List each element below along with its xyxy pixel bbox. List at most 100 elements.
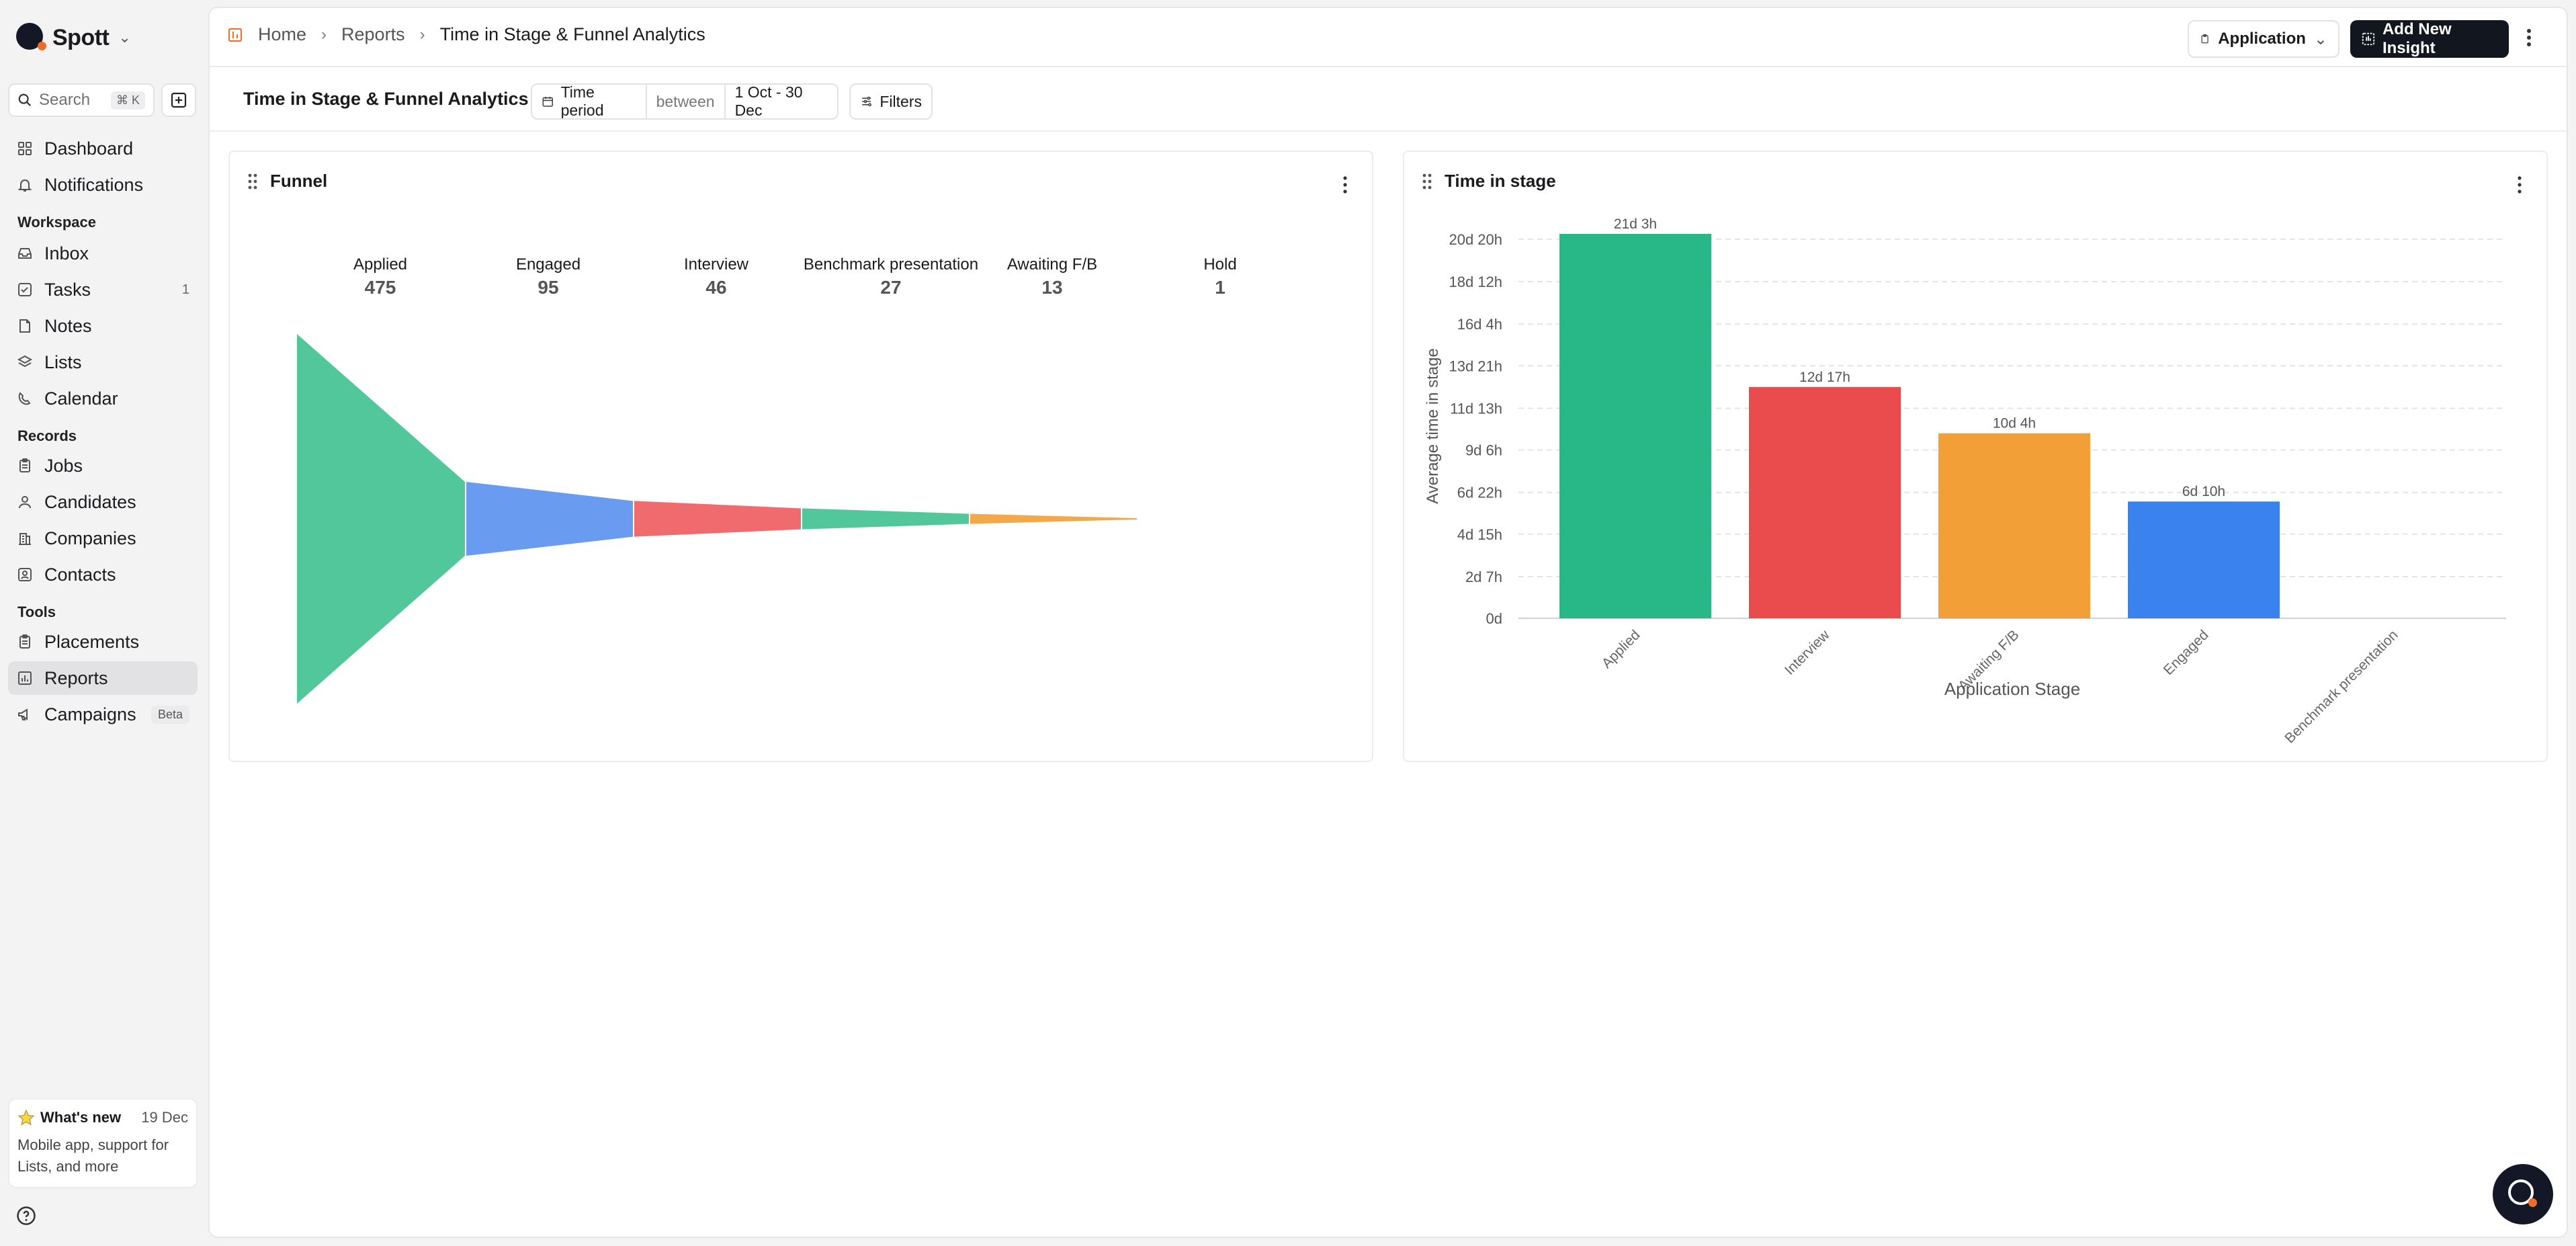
more-options-icon[interactable]	[2526, 28, 2532, 52]
stage-count: 27	[880, 277, 902, 298]
new-item-button[interactable]	[161, 83, 196, 117]
bar[interactable]	[1938, 433, 2090, 618]
sidebar-item-label: Placements	[44, 631, 140, 652]
support-chat-button[interactable]	[2493, 1164, 2553, 1224]
note-icon	[16, 317, 34, 335]
section-records: Records	[17, 427, 77, 444]
add-new-insight-button[interactable]: Add New Insight	[2350, 20, 2509, 58]
sidebar-item-candidates[interactable]: Candidates	[8, 485, 198, 519]
bar-value-label: 10d 4h	[1993, 416, 2036, 431]
plus-square-icon	[171, 92, 187, 108]
report-toolbar: Time in Stage & Funnel Analytics Time pe…	[210, 67, 2567, 132]
funnel-segment[interactable]	[634, 501, 801, 537]
search-input[interactable]: Search ⌘ K	[8, 83, 155, 117]
time-range[interactable]: 1 Oct - 30 Dec	[734, 83, 803, 119]
funnel-title: Funnel	[270, 171, 328, 191]
whats-new-date: 19 Dec	[141, 1109, 188, 1126]
funnel-card: Funnel Applied 475 Engaged 95 Interview 46 …	[228, 151, 1373, 762]
inbox-icon	[16, 245, 34, 262]
report-icon	[228, 28, 242, 42]
search-shortcut: ⌘ K	[110, 91, 145, 110]
stage-count: 1	[1215, 277, 1226, 298]
filters-button[interactable]: Filters	[849, 83, 933, 120]
sidebar-item-campaigns[interactable]: Campaigns Beta	[8, 698, 198, 731]
stage-count: 46	[705, 277, 727, 298]
funnel-segment[interactable]	[802, 508, 969, 530]
person-icon	[16, 493, 34, 511]
funnel-stage-label: Applied 475	[300, 255, 461, 298]
page-title: Time in Stage & Funnel Analytics	[243, 89, 529, 109]
sidebar-item-companies[interactable]: Companies	[8, 522, 198, 555]
time-operator[interactable]: between	[647, 85, 726, 118]
calendar-icon	[542, 97, 554, 107]
bar[interactable]	[1559, 234, 1711, 618]
y-tick-label: 13d 21h	[1449, 358, 1502, 374]
sidebar-item-calendar[interactable]: Calendar	[8, 382, 198, 415]
bar-chart-icon	[16, 669, 34, 687]
sidebar-item-label: Candidates	[44, 491, 136, 512]
funnel-segment[interactable]	[297, 334, 465, 704]
help-icon[interactable]	[16, 1206, 36, 1231]
sidebar-item-tasks[interactable]: Tasks 1	[8, 273, 198, 306]
funnel-segment[interactable]	[466, 482, 633, 556]
bar[interactable]	[2128, 501, 2280, 618]
x-tick-label: Benchmark presentation	[2282, 627, 2401, 746]
y-tick-label: 18d 12h	[1449, 274, 1502, 290]
drag-handle-icon[interactable]	[1422, 173, 1432, 190]
drag-handle-icon[interactable]	[247, 173, 258, 190]
search-placeholder: Search	[39, 91, 91, 109]
sidebar-item-label: Inbox	[44, 243, 89, 263]
sidebar-item-lists[interactable]: Lists	[8, 345, 198, 379]
y-tick-label: 4d 15h	[1457, 526, 1502, 543]
sidebar-item-jobs[interactable]: Jobs	[8, 449, 198, 483]
sidebar-item-label: Calendar	[44, 388, 118, 409]
breadcrumb-reports[interactable]: Reports	[341, 24, 405, 44]
section-workspace: Workspace	[17, 214, 96, 231]
sidebar-item-reports[interactable]: Reports	[8, 661, 198, 695]
star-icon	[17, 1109, 35, 1126]
app-name: Spott	[52, 24, 110, 50]
entity-select[interactable]: Application ⌄	[2188, 20, 2339, 58]
sidebar-item-contacts[interactable]: Contacts	[8, 558, 198, 591]
y-tick-label: 6d 22h	[1457, 485, 1502, 501]
checkbox-icon	[16, 281, 34, 298]
chat-icon	[2508, 1179, 2538, 1209]
sidebar-item-inbox[interactable]: Inbox	[8, 237, 198, 270]
stage-count: 95	[538, 277, 559, 298]
time-in-stage-card: Time in stage 0d 2d 7h 4d 15h 6d 22h 9d 6h 11…	[1403, 151, 2548, 762]
time-period-filter[interactable]: Time period between 1 Oct - 30 Dec	[531, 83, 839, 120]
stage-count: 475	[364, 277, 396, 298]
sidebar-item-notifications[interactable]: Notifications	[8, 168, 198, 202]
topbar: Home › Reports › Time in Stage & Funnel …	[210, 8, 2567, 67]
clipboard-icon	[16, 457, 34, 474]
time-period-label[interactable]: Time period	[532, 85, 647, 118]
more-options-icon[interactable]	[1342, 176, 1348, 198]
sidebar-item-label: Notes	[44, 315, 92, 336]
insight-icon	[2362, 32, 2375, 46]
beta-badge: Beta	[151, 705, 189, 724]
funnel-segment[interactable]	[970, 513, 1137, 524]
sidebar-item-placements[interactable]: Placements	[8, 625, 198, 659]
sidebar-item-dashboard[interactable]: Dashboard	[8, 132, 198, 165]
contact-icon	[16, 566, 34, 583]
workspace-switcher[interactable]: Spott ⌄	[16, 23, 131, 52]
breadcrumb-home[interactable]: Home	[258, 24, 307, 44]
chevron-right-icon: ›	[419, 25, 425, 44]
filters-label: Filters	[879, 92, 922, 110]
bar[interactable]	[1749, 386, 1901, 618]
time-period-text: Time period	[560, 83, 604, 119]
more-options-icon[interactable]	[2517, 176, 2522, 198]
section-tools: Tools	[17, 604, 56, 620]
sidebar-item-notes[interactable]: Notes	[8, 309, 198, 343]
chart-title: Time in stage	[1445, 171, 1556, 191]
clipboard-icon	[2201, 34, 2208, 44]
funnel-stage-label: Engaged 95	[468, 255, 629, 298]
bell-icon	[16, 176, 34, 194]
sidebar-item-label: Companies	[44, 528, 136, 548]
whats-new-card[interactable]: What's new 19 Dec Mobile app, support fo…	[8, 1098, 198, 1188]
sidebar-item-label: Lists	[44, 351, 82, 372]
sidebar-item-label: Dashboard	[44, 138, 134, 159]
entity-select-value: Application	[2218, 30, 2306, 48]
sidebar-item-label: Tasks	[44, 279, 91, 300]
bar-value-label: 21d 3h	[1614, 216, 1657, 232]
